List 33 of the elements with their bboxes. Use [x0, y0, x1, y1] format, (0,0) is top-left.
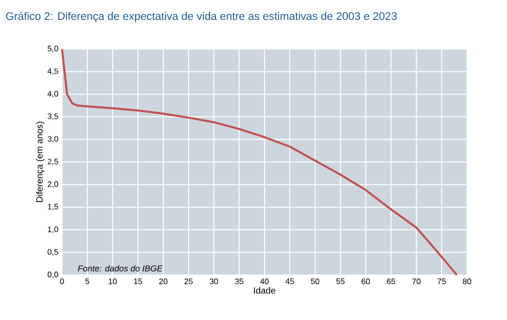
x-tick-label: 30	[210, 278, 218, 284]
chart-title: Gráfico 2: Diferença de expectativa de vida entre as estimativas de 2003 e 2023	[6, 12, 397, 22]
y-tick-label: 0,5	[48, 249, 58, 256]
x-tick-label: 55	[336, 278, 345, 284]
y-tick-label: 2,0	[48, 181, 58, 188]
x-tick-label: 45	[286, 278, 294, 284]
x-tick-label: 65	[387, 278, 396, 284]
y-tick-label: 5,0	[48, 46, 58, 52]
line-series	[61, 48, 458, 276]
y-tick-label: 4,0	[48, 90, 58, 98]
y-tick-label: 2,5	[48, 158, 58, 166]
x-tick-label: 75	[438, 278, 446, 284]
x-tick-label: 60	[362, 278, 370, 284]
x-tick-label: 50	[310, 278, 320, 284]
x-tick-label: 5	[85, 278, 90, 284]
x-tick-label: 10	[108, 278, 117, 284]
y-tick-label: 3,5	[48, 113, 58, 120]
x-tick-label: 70	[412, 278, 421, 284]
x-tick-label: 35	[235, 278, 244, 284]
y-tick-label: 0,0	[48, 272, 58, 278]
x-tick-label: 25	[184, 278, 193, 284]
y-tick-label: 4,5	[48, 68, 58, 75]
x-tick-label: 80	[462, 278, 472, 284]
x-tick-label: 15	[134, 278, 142, 284]
annotation: Fonte: dados do IBGE	[78, 265, 163, 272]
x-axis-title: Idade	[254, 287, 276, 294]
y-tick-label: 3,0	[48, 136, 58, 143]
y-tick-label: 1,5	[48, 204, 58, 210]
y-tick-label: 1,0	[48, 226, 58, 234]
y-axis-title: Diferença (em anos)	[36, 122, 44, 202]
x-tick-label: 20	[159, 278, 168, 284]
x-tick-label: 0	[60, 278, 64, 284]
x-tick-label: 40	[260, 278, 269, 284]
